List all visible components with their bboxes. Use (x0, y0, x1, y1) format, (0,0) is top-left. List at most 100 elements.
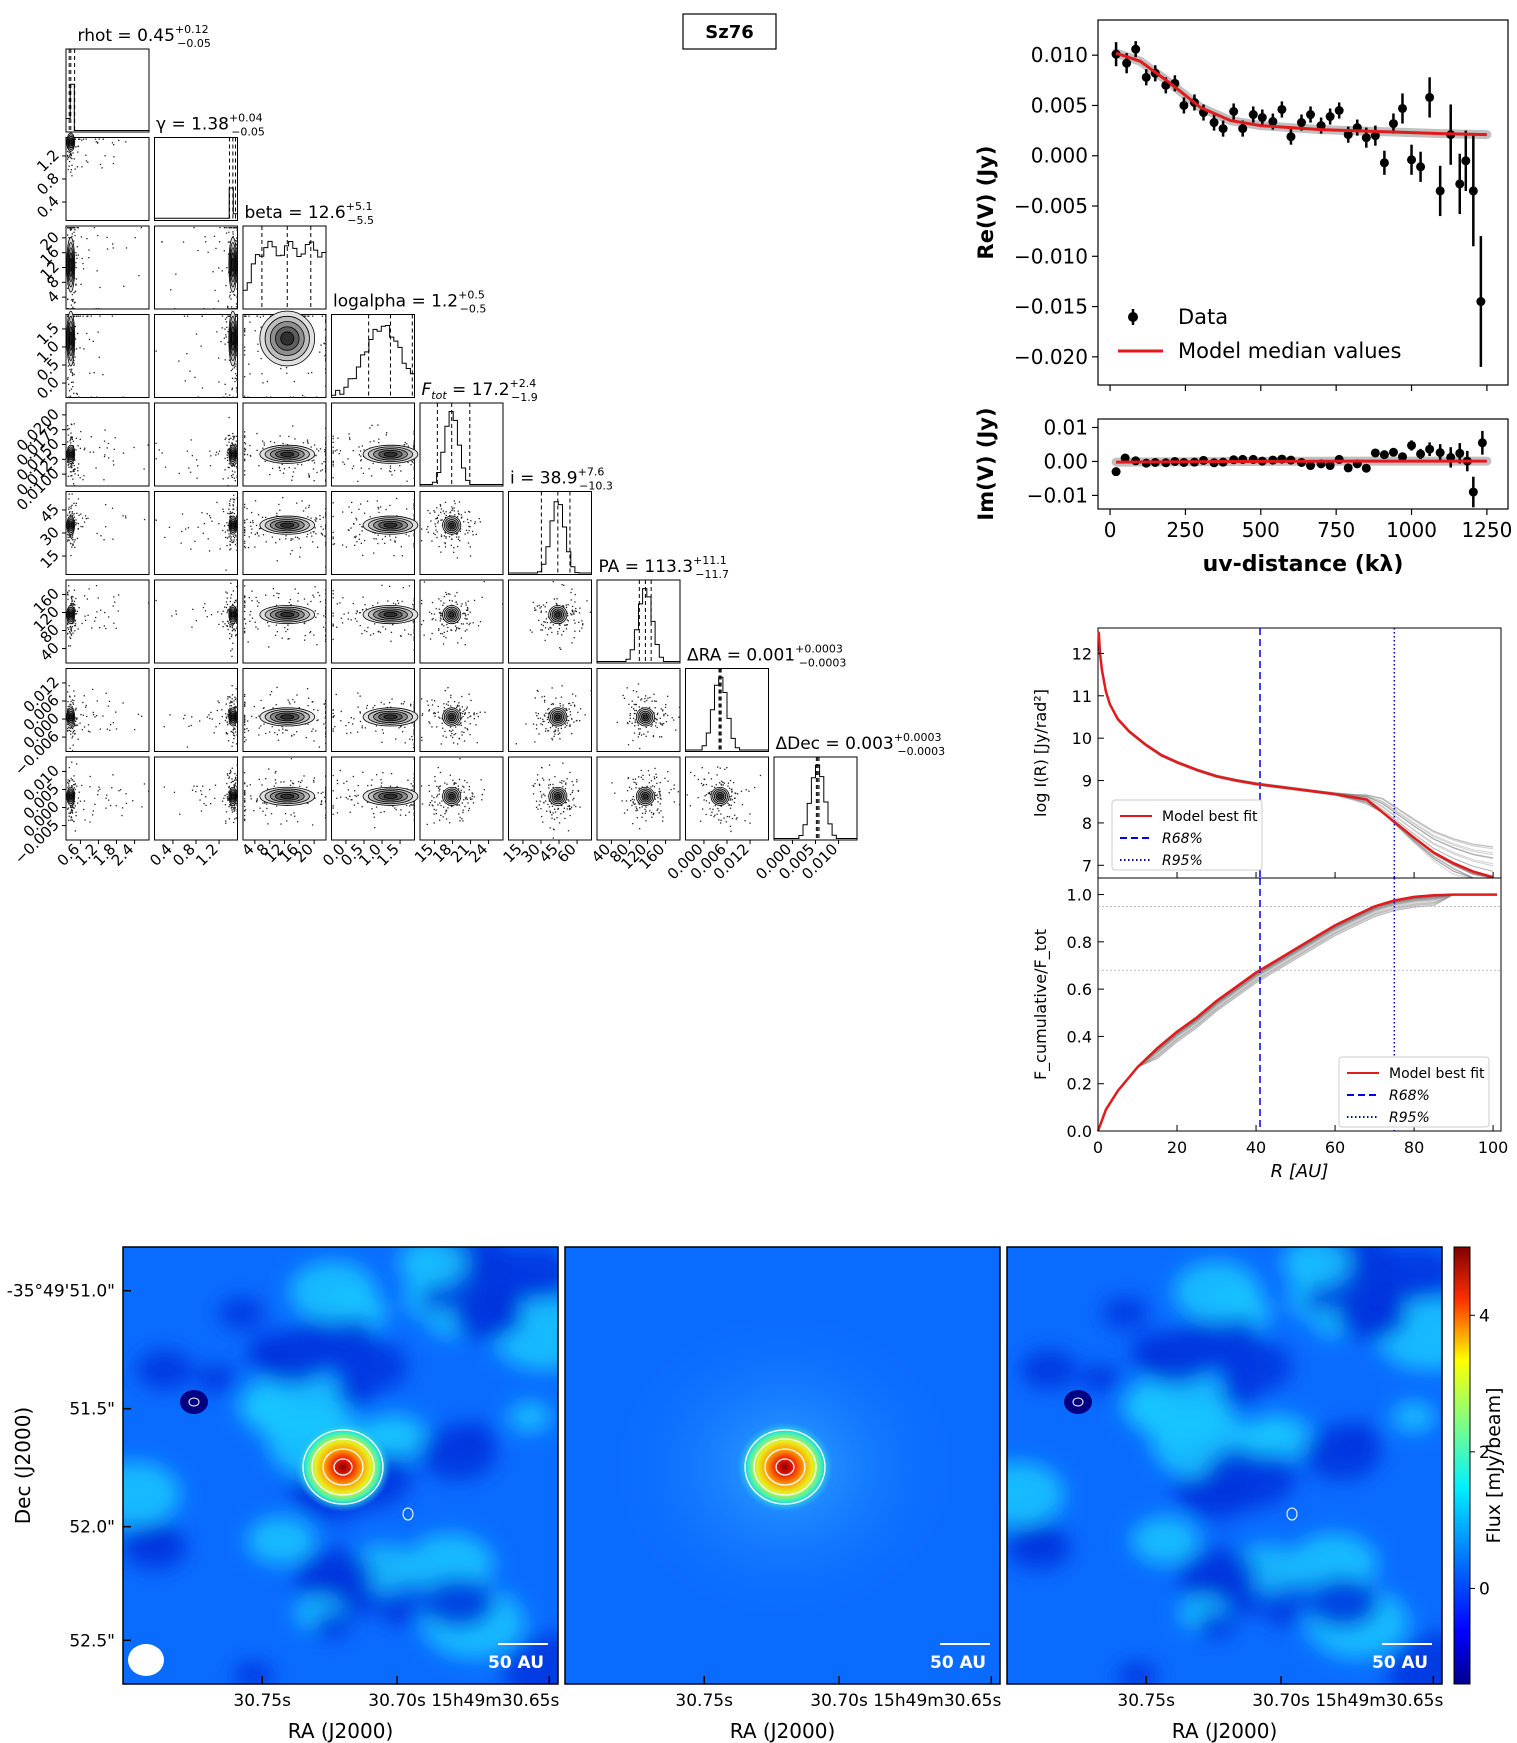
corner-sample (477, 715, 479, 718)
corner-sample (358, 454, 360, 456)
corner-sample (227, 308, 229, 310)
corner-sample (361, 633, 363, 635)
corner-sample (458, 501, 461, 503)
corner-sample (224, 719, 227, 722)
corner-sample (234, 724, 236, 726)
corner-sample (562, 630, 565, 632)
corner-sample (649, 696, 651, 699)
corner-sample (228, 806, 230, 808)
corner-sample (217, 611, 219, 613)
corner-sample (457, 621, 459, 624)
corner-sample (276, 631, 278, 633)
corner-sample (244, 800, 246, 802)
corner-sample (244, 474, 246, 476)
corner-sample (391, 474, 393, 476)
corner-sample (280, 823, 282, 825)
corner-sample (215, 451, 218, 453)
corner-sample (398, 727, 400, 729)
corner-sample (286, 372, 288, 374)
corner-sample (232, 807, 234, 809)
corner-sample (445, 736, 447, 738)
corner-sample (244, 534, 246, 536)
corner-sample (231, 470, 234, 472)
corner-sample (458, 705, 460, 707)
corner-sample (450, 544, 452, 546)
corner-sample (545, 728, 547, 730)
corner-sample (210, 455, 212, 457)
corner-sample (97, 234, 99, 237)
corner-sample (458, 512, 460, 515)
corner-sample (413, 518, 415, 520)
corner-sample (223, 250, 225, 252)
corner-sample (236, 764, 238, 766)
corner-sample (467, 521, 469, 524)
corner-sample (236, 237, 238, 239)
corner-sample (155, 458, 157, 460)
corner-sample (68, 815, 70, 817)
corner-sample (236, 734, 238, 736)
corner-sample (325, 449, 327, 451)
corner-sample (272, 588, 275, 590)
corner-sample (574, 705, 576, 707)
corner-sample (460, 712, 462, 714)
corner-sample (193, 227, 195, 229)
corner-sample (138, 275, 140, 277)
label-lower: −0.0003 (799, 657, 847, 670)
corner-sample (574, 601, 576, 603)
corner-sample (71, 600, 73, 602)
corner-sample (218, 702, 220, 704)
corner-sample (219, 227, 221, 229)
corner-sample (257, 605, 259, 607)
corner-sample (450, 629, 452, 631)
corner-sample (236, 360, 238, 363)
corner-sample (290, 814, 292, 816)
corner-sample (350, 732, 352, 734)
corner-sample (325, 385, 327, 387)
corner-sample (70, 727, 72, 729)
corner-sample (412, 603, 414, 606)
corner-sample (535, 609, 537, 611)
corner-sample (232, 231, 234, 233)
corner-sample (443, 710, 445, 712)
label-upper: +11.1 (693, 554, 727, 567)
corner-sample (67, 807, 69, 809)
corner-sample (421, 803, 424, 805)
corner-sample (443, 595, 445, 598)
corner-sample (325, 470, 327, 472)
corner-sample (440, 534, 443, 536)
corner-sample (249, 444, 251, 447)
corner-sample (284, 813, 287, 815)
corner-sample (536, 715, 538, 717)
corner-sample (105, 807, 107, 809)
corner-sample (390, 471, 392, 473)
corner-sample (413, 448, 415, 450)
corner-sample (74, 325, 76, 328)
corner-sample (236, 252, 238, 254)
corner-sample (236, 542, 238, 544)
corner-ytick-label: 20 (37, 228, 63, 254)
corner-sample (413, 649, 415, 651)
corner-sample (106, 236, 108, 239)
corner-sample (305, 507, 307, 509)
corner-sample (85, 138, 87, 140)
corner-sample (446, 783, 448, 785)
corner-sample (455, 630, 457, 632)
corner-sample (68, 463, 70, 465)
corner-sample (626, 687, 628, 689)
corner-sample (325, 736, 327, 738)
corner-sample (103, 440, 106, 442)
corner-sample (181, 513, 184, 515)
corner-sample (186, 315, 189, 317)
corner-sample (442, 816, 444, 818)
corner-sample (400, 546, 402, 548)
corner-sample (229, 626, 231, 628)
corner-sample (465, 602, 467, 604)
corner-sample (222, 510, 225, 513)
corner-sample (452, 729, 454, 731)
corner-sample (227, 530, 229, 532)
corner-sample (544, 699, 546, 701)
corner-sample (314, 519, 316, 521)
corner-sample (234, 735, 236, 737)
corner-sample (557, 631, 559, 633)
corner-sample (256, 600, 258, 602)
